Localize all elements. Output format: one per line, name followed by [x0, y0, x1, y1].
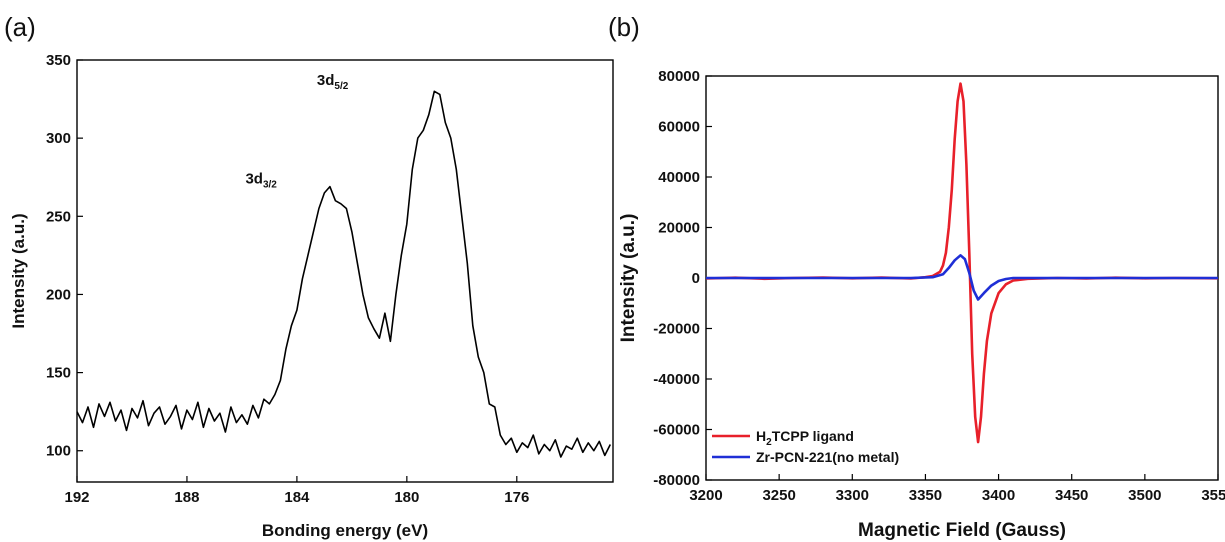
x-axis-title-a: Bonding energy (eV) [262, 521, 428, 540]
panel-label-a: (a) [4, 12, 36, 42]
y-tick-label-b: -80000 [653, 472, 700, 489]
series-line-b-1 [706, 254, 1218, 301]
y-tick-label-b: -40000 [653, 371, 700, 388]
x-axis-title-b: Magnetic Field (Gauss) [858, 520, 1066, 541]
series-line-b-0 [705, 82, 1219, 444]
series-layer-a [76, 90, 612, 458]
tick-labels-a: 192 188 184 180 176 100 150 200 250 300 350 [46, 52, 529, 506]
y-axis-title-a: Intensity (a.u.) [9, 213, 28, 328]
x-tick-label-b: 3450 [1055, 487, 1088, 504]
y-tick-label-b: 80000 [658, 68, 700, 85]
legend-label: Zr-PCN-221(no metal) [756, 449, 899, 465]
x-tick-label-a: 188 [174, 489, 199, 506]
x-tick-label-b: 3250 [762, 487, 795, 504]
y-tick-label-b: 40000 [658, 169, 700, 186]
y-tick-label-a: 200 [46, 286, 71, 303]
x-tick-label-a: 192 [64, 489, 89, 506]
y-tick-label-a: 250 [46, 208, 71, 225]
y-tick-label-a: 350 [46, 52, 71, 69]
series-line-a-0 [76, 90, 612, 458]
x-tick-label-a: 184 [284, 489, 310, 506]
y-tick-label-a: 100 [46, 443, 71, 460]
tick-labels-b: 3200 3250 3300 3350 3400 3450 3500 3550 -80000 -6… [653, 68, 1225, 504]
plot-frame-a [76, 59, 614, 483]
y-tick-label-b: -20000 [653, 321, 700, 338]
panel-label-b: (b) [608, 12, 640, 42]
annotations-a: 3d3/2 3d5/2 [245, 72, 348, 190]
x-tick-label-b: 3300 [836, 487, 869, 504]
y-axis-title-b: Intensity (a.u.) [618, 214, 639, 343]
legend-label: H2TCPP ligand [756, 428, 854, 448]
x-tick-label-a: 180 [394, 489, 419, 506]
y-tick-label-b: 0 [692, 270, 700, 287]
axis-ticks-a [76, 59, 518, 482]
peak-annotation: 3d3/2 [245, 170, 277, 190]
chart-panel-a: (a) 192 188 184 180 176 100 150 200 250 300 350 3d… [4, 12, 614, 540]
x-tick-label-b: 3200 [689, 487, 722, 504]
y-tick-label-b: 20000 [658, 220, 700, 237]
x-tick-label-b: 3400 [982, 487, 1015, 504]
series-layer-b [705, 82, 1219, 444]
x-tick-label-b: 3350 [909, 487, 942, 504]
peak-annotation: 3d5/2 [317, 72, 349, 92]
y-tick-label-a: 150 [46, 365, 71, 382]
y-tick-label-b: 60000 [658, 119, 700, 136]
chart-panel-b: (b) 3200 3250 3300 3350 3400 3450 3500 3550 -800… [608, 12, 1225, 541]
y-tick-label-b: -60000 [653, 422, 700, 439]
x-tick-label-b: 3550 [1201, 487, 1225, 504]
y-tick-label-a: 300 [46, 130, 71, 147]
x-tick-label-b: 3500 [1128, 487, 1161, 504]
x-tick-label-a: 176 [504, 489, 529, 506]
